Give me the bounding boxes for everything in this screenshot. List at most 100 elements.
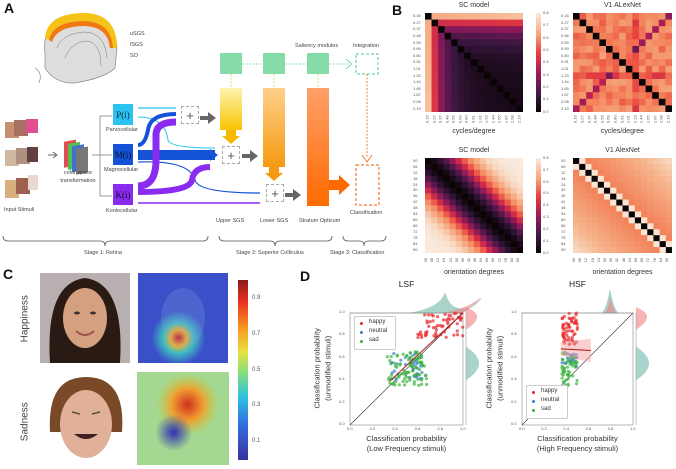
- heatmap-cell: [455, 175, 463, 183]
- heatmap-cell: [455, 241, 463, 248]
- heatmap-cell: [431, 98, 439, 106]
- regression-line: [560, 348, 591, 352]
- legend-marker-happy: [360, 322, 363, 325]
- heatmap-ytick: 0.27: [561, 19, 569, 25]
- heatmap-cell: [603, 193, 611, 200]
- heatmap-cell: [659, 163, 667, 171]
- data-point-sad: [419, 355, 424, 360]
- heatmap-cell: [477, 72, 485, 80]
- heatmap-cell: [622, 193, 629, 200]
- heatmap-cell: [573, 158, 580, 165]
- data-point-happy: [424, 330, 428, 335]
- heatmap-cell: [641, 199, 648, 206]
- heatmap-cell: [619, 39, 627, 47]
- data-point-happy: [564, 330, 569, 334]
- heatmap-cell: [486, 217, 493, 224]
- heatmap-cell: [467, 229, 475, 236]
- heatmap-cell: [464, 39, 472, 47]
- heatmap-cell: [585, 163, 592, 171]
- heatmap-cell: [579, 105, 587, 112]
- heatmap-cell: [639, 59, 646, 67]
- heatmap-cell: [496, 52, 504, 60]
- heatmap-cell: [619, 19, 627, 27]
- heatmap-cell: [470, 72, 478, 80]
- heatmap-cell: [464, 13, 472, 20]
- heatmap-cell: [573, 181, 580, 188]
- stage-1-label: Stage 1: Retina: [84, 250, 122, 256]
- heatmap-ytick: 90: [561, 246, 566, 252]
- heatmap-cell: [652, 52, 660, 60]
- heatmap-cell: [425, 247, 432, 253]
- heatmap-xlabel: orientation degrees: [592, 269, 653, 276]
- heatmap-cell: [509, 13, 517, 20]
- heatmap-cell: [597, 175, 605, 183]
- legend-label-neutral: neutral: [541, 397, 560, 403]
- data-point-happy: [567, 325, 571, 329]
- heatmap-cell: [425, 235, 432, 242]
- heatmap-cell: [653, 175, 660, 183]
- data-point-sad: [389, 373, 393, 377]
- heatmap-cell: [591, 199, 599, 206]
- data-point-sad: [395, 365, 399, 369]
- heatmap-cell: [599, 39, 607, 47]
- heatmap-cell: [492, 217, 499, 224]
- heatmap-ytick: 1.01: [413, 65, 421, 71]
- heatmap-cell: [659, 158, 667, 165]
- heatmap-cell: [597, 158, 605, 165]
- heatmap-cell: [464, 46, 472, 53]
- heatmap-cell: [461, 241, 469, 248]
- y-axis-label: (unmodified stimuli): [323, 335, 333, 401]
- heatmap-cell: [425, 72, 432, 80]
- heatmap-ytick: 00: [413, 157, 418, 163]
- heatmap-cell: [492, 241, 499, 248]
- heatmap-cell: [437, 211, 444, 218]
- data-point-sad: [416, 377, 420, 381]
- parvocellular-box: P(i): [113, 104, 133, 125]
- color-transform-label-2: transformation: [60, 178, 96, 184]
- panel-c-label: C: [3, 266, 14, 282]
- data-point-sad: [417, 383, 421, 387]
- heatmap-ytick: 42: [413, 199, 418, 205]
- data-point-happy: [564, 321, 568, 325]
- y-tick: 0.6: [339, 353, 345, 359]
- heatmap-cell: [619, 46, 627, 53]
- color-space-transformation-icon: [64, 139, 88, 175]
- scatter-plot: [349, 292, 482, 426]
- legend: happy neutral sad: [526, 385, 568, 419]
- heatmap-cell: [503, 19, 511, 27]
- saliency-module-upper: [220, 53, 242, 74]
- heatmap-cell: [503, 105, 511, 112]
- heatmap-cell: [470, 105, 478, 112]
- saliency-colorbar: [238, 280, 248, 460]
- data-point-sad: [560, 376, 564, 380]
- heatmap-cell: [585, 241, 592, 248]
- y-tick: 0.8: [511, 331, 517, 337]
- heatmap-cell: [438, 98, 445, 106]
- heatmap-cell: [438, 52, 445, 60]
- heatmap-ytick: 06: [561, 163, 566, 169]
- heatmap-cell: [492, 193, 499, 200]
- heatmap-cell: [612, 26, 620, 34]
- heatmap-cell: [641, 211, 648, 218]
- heatmap-cell: [516, 193, 523, 200]
- heatmap-cell: [498, 205, 505, 212]
- heatmap-cell: [438, 13, 445, 20]
- data-point-sad: [575, 378, 579, 383]
- heatmap-cell: [603, 187, 611, 194]
- heatmap-cell: [573, 175, 580, 183]
- heatmap-cell: [610, 211, 617, 218]
- heatmap-cell: [625, 59, 633, 67]
- heatmap-cell: [431, 13, 439, 20]
- data-point-happy: [424, 333, 428, 337]
- heatmap-cell: [425, 59, 432, 67]
- heatmap-cell: [457, 13, 465, 20]
- heatmap-cell: [461, 175, 469, 183]
- data-point-sad: [567, 374, 571, 378]
- heatmap-cell: [622, 229, 629, 236]
- heatmap-ytick: 00: [561, 157, 566, 163]
- data-point-happy: [428, 320, 432, 324]
- heatmap-cell: [610, 163, 617, 171]
- colorbar-tick: 0.6: [543, 34, 549, 40]
- data-point-happy: [434, 328, 439, 332]
- heatmap-cell: [504, 229, 512, 236]
